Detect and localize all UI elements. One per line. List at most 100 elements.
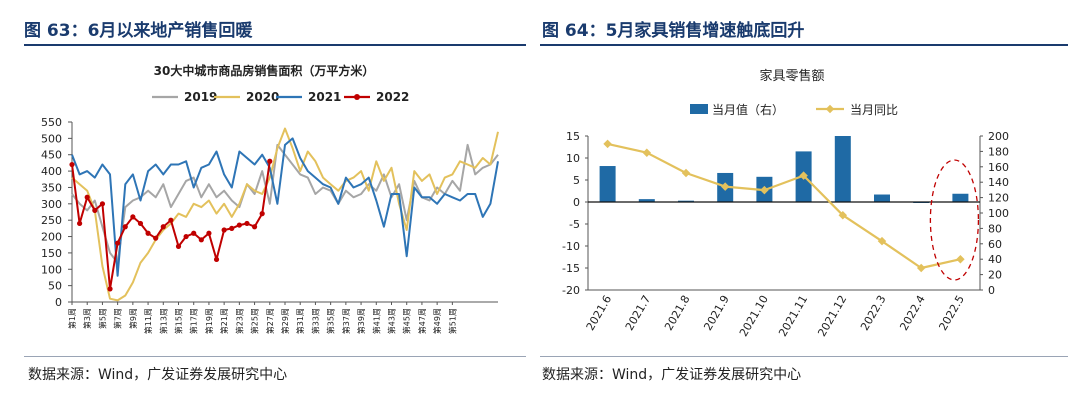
x-tick-label: 第45周 <box>402 308 412 334</box>
figure-title: 图 64：5月家具销售增速触底回升 <box>542 21 805 41</box>
data-point <box>160 224 166 230</box>
y-tick-label: 100 <box>41 263 62 276</box>
data-point <box>760 185 769 195</box>
x-tick-label: 第17周 <box>189 308 199 334</box>
x-tick-label: 2022.4 <box>897 293 928 333</box>
legend-label: 2021 <box>308 90 341 104</box>
x-tick-label: 第25周 <box>250 308 260 334</box>
data-point <box>642 148 652 157</box>
bar <box>638 199 655 202</box>
y-tick-label: 350 <box>41 181 62 194</box>
y-tick-label: 5 <box>573 174 580 187</box>
x-tick-label: 2021.6 <box>584 293 615 333</box>
data-point <box>122 224 128 230</box>
data-point <box>168 217 174 223</box>
x-tick-label: 2022.3 <box>858 293 889 333</box>
y-tick-label: 0 <box>55 296 62 309</box>
data-point <box>799 171 808 180</box>
bottom-rule <box>540 356 1068 357</box>
x-tick-label: 2021.9 <box>701 293 732 333</box>
data-point <box>92 207 98 213</box>
data-point <box>77 220 83 227</box>
data-point <box>251 224 258 230</box>
x-tick-label: 第35周 <box>326 308 336 334</box>
y-tick-label: 250 <box>41 214 62 227</box>
figure-title: 图 63：6月以来地产销售回暖 <box>24 21 253 41</box>
x-tick-label: 2021.11 <box>776 293 810 339</box>
x-tick-label: 第9周 <box>128 308 138 329</box>
series-line-2020 <box>71 127 499 302</box>
x-tick-label: 第1周 <box>67 308 77 329</box>
y-tick-label: 15 <box>566 130 580 143</box>
legend-marker <box>354 94 360 100</box>
x-tick-label: 第7周 <box>113 308 123 329</box>
x-tick-label: 第49周 <box>432 308 442 334</box>
data-point <box>221 227 227 233</box>
data-point <box>236 222 242 228</box>
x-tick-label: 第15周 <box>174 308 184 334</box>
data-point <box>175 243 182 249</box>
x-tick-label: 第5周 <box>97 308 107 329</box>
data-point <box>267 158 273 164</box>
x-tick-label: 第13周 <box>158 308 168 334</box>
title-rule <box>24 44 526 46</box>
x-tick-label: 第21周 <box>219 308 229 334</box>
data-point <box>206 230 212 236</box>
right-figure-panel: 图 64：5月家具销售增速触底回升 家具零售额当月值（右） 当月同比 -20 -15 -… <box>540 0 1080 406</box>
data-point <box>153 235 159 241</box>
x-tick-label: 第27周 <box>265 308 275 334</box>
legend-label: 当月值（右） <box>712 102 784 117</box>
x-tick-label: 2021.8 <box>662 293 693 333</box>
legend-label: 2019 <box>184 90 217 104</box>
bar <box>678 200 694 202</box>
x-tick-label: 第51周 <box>447 308 457 334</box>
data-point <box>259 211 265 217</box>
data-point <box>69 161 75 168</box>
data-point <box>720 182 730 191</box>
legend-label: 当月同比 <box>850 103 898 117</box>
data-point <box>145 230 151 236</box>
data-point <box>244 220 250 227</box>
data-point <box>137 220 144 227</box>
x-tick-label: 第11周 <box>143 308 153 334</box>
y-tick-label: 300 <box>41 198 62 211</box>
data-point <box>130 214 136 220</box>
y-tick-label: 50 <box>48 280 62 293</box>
y-tick-label: -10 <box>562 240 580 253</box>
x-tick-label: 第41周 <box>371 308 381 334</box>
x-tick-label: 第37周 <box>341 308 351 334</box>
x-tick-label: 第47周 <box>417 308 427 334</box>
legend-label: 2022 <box>376 90 409 104</box>
data-point <box>107 286 113 292</box>
data-point <box>99 201 106 207</box>
legend-marker <box>825 104 835 114</box>
left-chart: 30大中城市商品房销售面积（万平方米） 2019 2020 2021 2022 0 50 10… <box>41 63 499 334</box>
y-tick-label: 450 <box>41 149 62 162</box>
x-tick-label: 第19周 <box>204 308 214 334</box>
source-note: 数据来源：Wind，广发证券发展研究中心 <box>28 367 288 383</box>
bar <box>952 193 969 202</box>
data-point <box>603 139 612 149</box>
legend-label: 2020 <box>246 90 279 104</box>
y-tick-label-right: 160 <box>988 161 1009 174</box>
y-tick-label: -20 <box>562 284 580 297</box>
y-tick-label: -5 <box>569 218 580 231</box>
y-tick-label: 150 <box>41 247 62 260</box>
legend-swatch <box>690 104 708 114</box>
y-tick-label-right: 20 <box>988 269 1002 282</box>
chart-title: 家具零售额 <box>759 68 824 84</box>
data-point <box>84 194 90 200</box>
bar <box>834 136 851 202</box>
y-tick-label-right: 180 <box>988 145 1009 158</box>
y-tick-label-right: 60 <box>988 238 1002 251</box>
data-point <box>916 263 926 273</box>
y-tick-label: 400 <box>41 165 62 178</box>
y-tick-label-right: 40 <box>988 253 1002 266</box>
bar <box>599 166 616 202</box>
data-point <box>681 168 691 178</box>
y-tick-label: 500 <box>41 132 62 145</box>
x-tick-label: 第3周 <box>82 308 92 329</box>
y-tick-label: -15 <box>562 262 580 275</box>
bar <box>874 194 890 202</box>
